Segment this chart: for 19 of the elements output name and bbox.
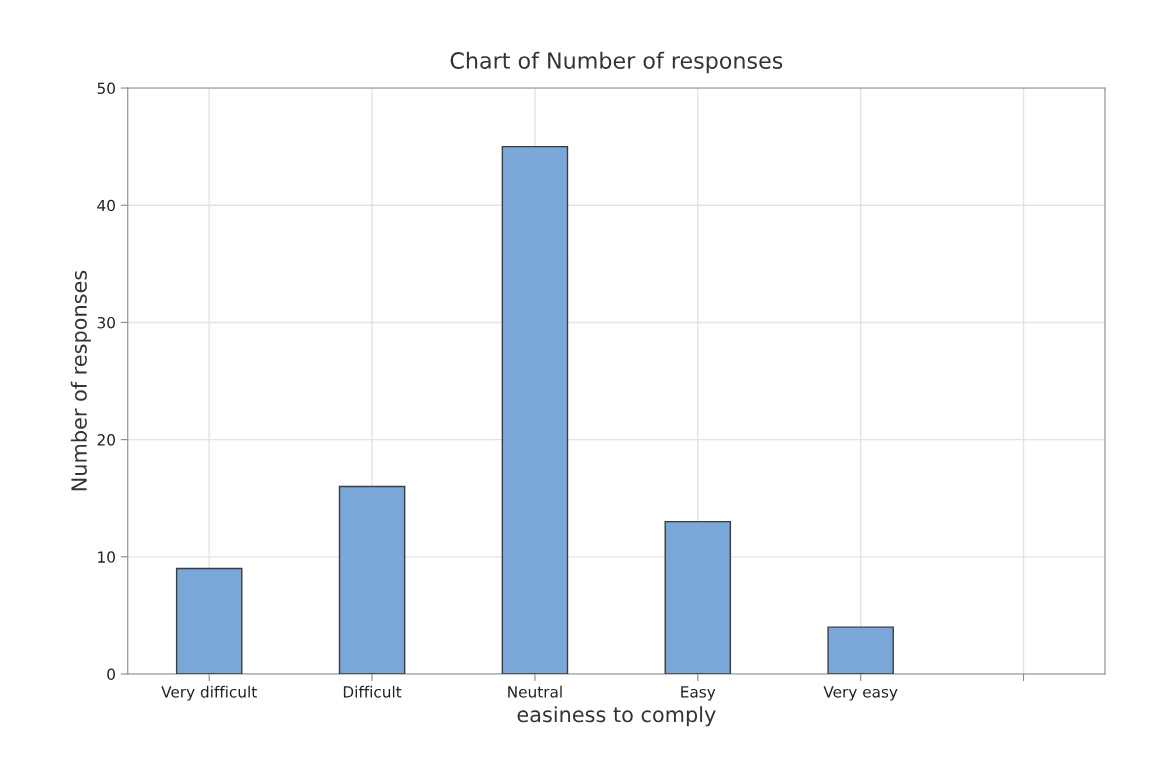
y-tick-label: 40 <box>97 199 115 212</box>
x-tick-label: Easy <box>681 686 716 701</box>
y-tick-label: 20 <box>97 434 115 446</box>
x-tick-label: Neutral <box>508 685 562 698</box>
bar <box>175 567 243 675</box>
bar <box>501 145 569 675</box>
y-tick-label: 30 <box>97 316 115 329</box>
x-tick-label: Very difficult <box>161 685 257 701</box>
y-axis-title: Number of responses <box>70 270 91 491</box>
bar <box>338 485 406 675</box>
y-tick-label: 50 <box>97 82 115 95</box>
x-tick-label: Very easy <box>823 686 898 701</box>
bar <box>664 520 732 675</box>
x-tick-label: Difficult <box>343 685 402 698</box>
x-axis-title: easiness to comply <box>517 706 716 727</box>
y-tick-label: 0 <box>107 668 115 681</box>
y-tick-label: 10 <box>98 551 115 563</box>
chart-title: Chart of Number of responses <box>450 51 783 74</box>
bar <box>827 626 894 675</box>
